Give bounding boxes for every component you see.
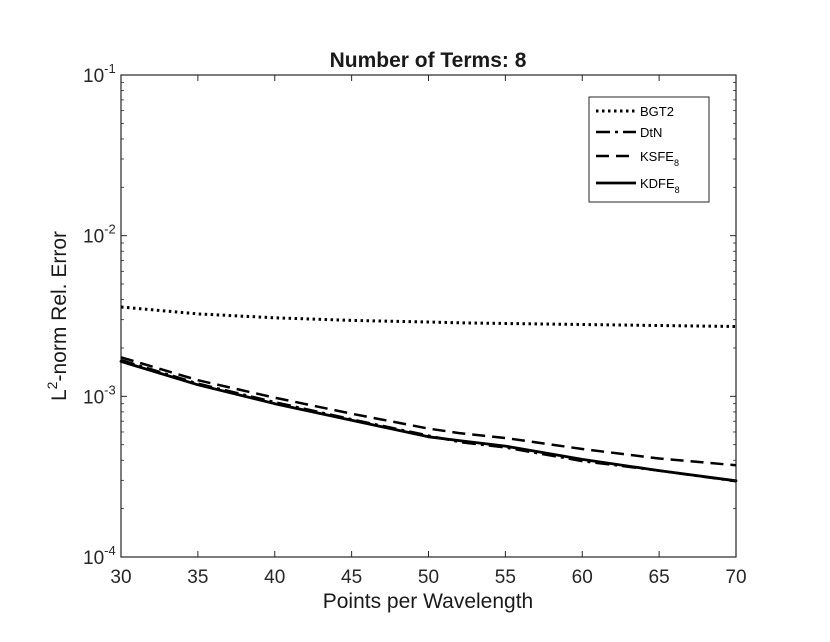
y-tick-label: 10-2: [83, 222, 116, 248]
x-tick-label: 55: [495, 567, 516, 588]
series-line-1: [120, 305, 737, 328]
y-tick-base: 10: [83, 66, 104, 87]
y-tick-exponent: -4: [104, 543, 116, 558]
legend-subscript: 8: [675, 185, 680, 195]
x-tick-labels: 30 35 40 45 50 55 60 65 70: [110, 567, 746, 588]
x-tick-label: 60: [572, 567, 593, 588]
x-tick-label: 50: [418, 567, 439, 588]
legend-name: BGT2: [640, 104, 674, 119]
y-tick-base: 10: [83, 227, 104, 248]
x-tick-label: 70: [725, 567, 746, 588]
y-axis-label-prefix: L: [48, 389, 71, 401]
y-tick-label: 10-4: [83, 543, 116, 569]
y-axis-label: L2-norm Rel. Error: [44, 231, 71, 401]
series-layer: [119, 305, 738, 483]
tick-layer: [120, 74, 737, 558]
x-tick-label: 65: [649, 567, 670, 588]
legend-name: KDFE: [640, 176, 675, 191]
y-tick-label: 10-3: [83, 382, 116, 408]
y-tick-base: 10: [83, 387, 104, 408]
y-axis-label-rest: -norm Rel. Error: [48, 231, 71, 382]
y-tick-label: 10-1: [83, 61, 116, 87]
x-axis-label: Points per Wavelength: [323, 590, 534, 613]
legend-name: DtN: [640, 125, 662, 140]
legend-subscript: 8: [674, 158, 679, 168]
legend-label-3: KSFE8: [640, 149, 679, 168]
y-tick-base: 10: [83, 548, 104, 569]
y-tick-exponent: -2: [104, 222, 116, 237]
x-tick-label: 35: [187, 567, 208, 588]
chart-title: Number of Terms: 8: [330, 49, 527, 72]
x-tick-label: 45: [341, 567, 362, 588]
legend-label-2: DtN: [640, 125, 662, 140]
y-tick-labels: 10-410-310-210-1: [83, 61, 116, 569]
legend-label-1: BGT2: [640, 104, 674, 119]
x-tick-label: 40: [264, 567, 285, 588]
y-tick-exponent: -1: [104, 61, 116, 76]
legend-name: KSFE: [640, 149, 674, 164]
series-line-4: [119, 359, 738, 483]
legend-label-4: KDFE8: [640, 176, 680, 195]
x-tick-label: 30: [110, 567, 131, 588]
series-line-3: [120, 356, 737, 467]
legend-box: [588, 96, 710, 203]
y-axis-label-sup: 2: [44, 381, 60, 389]
y-tick-exponent: -3: [104, 382, 116, 397]
